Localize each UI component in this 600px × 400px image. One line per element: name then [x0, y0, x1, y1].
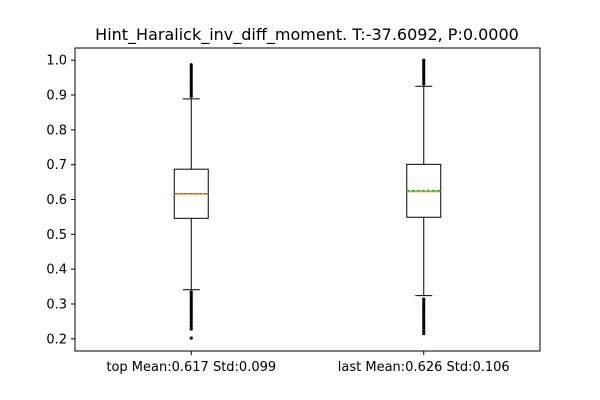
y-tick-label: 0.8: [46, 123, 67, 138]
y-tick-label: 0.5: [46, 228, 67, 243]
outlier-point: [189, 77, 193, 81]
outlier-point: [189, 324, 193, 328]
outlier-point: [189, 82, 193, 86]
outlier-point: [422, 74, 426, 79]
box-2: [406, 58, 442, 336]
outlier-point: [422, 329, 426, 333]
y-axis: 0.2 0.3 0.4 0.5 0.6 0.7 0.8 0.9 1.0: [46, 54, 75, 347]
outlier-point: [189, 319, 193, 323]
x-tick-label: last Mean:0.626 Std:0.106: [338, 360, 510, 375]
box-1: [173, 63, 209, 340]
outlier-point: [189, 297, 193, 302]
outlier-point: [422, 79, 426, 84]
outlier-point: [189, 317, 193, 321]
y-tick-label: 0.7: [46, 158, 67, 173]
outlier-point: [422, 314, 426, 318]
x-tick-label: top Mean:0.617 Std:0.099: [106, 360, 276, 375]
outlier-point: [422, 302, 426, 306]
outlier-point: [189, 63, 193, 67]
y-tick-label: 0.2: [46, 332, 67, 347]
outlier-point: [189, 305, 193, 309]
outlier-point: [189, 302, 193, 306]
x-axis: top Mean:0.617 Std:0.099 last Mean:0.626 …: [106, 351, 510, 375]
outlier-point: [189, 292, 193, 297]
outlier-point: [189, 94, 193, 99]
outlier-point: [189, 322, 193, 326]
outlier-point: [189, 290, 193, 294]
outlier-point: [422, 326, 426, 330]
outlier-point: [189, 72, 193, 77]
outlier-point: [422, 307, 426, 311]
outlier-point: [422, 319, 426, 323]
outlier-point: [422, 317, 426, 321]
outlier-point: [189, 312, 193, 316]
outlier-point: [422, 309, 426, 313]
outlier-point: [422, 321, 426, 326]
outlier-point: [422, 62, 426, 66]
outlier-point: [189, 300, 193, 304]
outlier-point: [422, 58, 426, 62]
outlier-point: [189, 310, 193, 314]
outlier-point: [189, 336, 193, 340]
outlier-point: [189, 327, 193, 331]
outlier-point: [189, 89, 193, 94]
y-tick-label: 0.6: [46, 193, 67, 208]
outlier-point: [422, 331, 426, 336]
outlier-point: [189, 314, 193, 319]
outlier-point: [422, 72, 426, 76]
outlier-point: [422, 82, 426, 86]
outlier-point: [189, 87, 193, 91]
outlier-point: [189, 70, 193, 74]
chart-title: Hint_Haralick_inv_diff_moment. T:-37.609…: [95, 25, 519, 45]
outlier-point: [189, 80, 193, 84]
plot-frame: [74, 47, 541, 352]
y-tick-label: 0.9: [46, 89, 67, 104]
outlier-point: [422, 70, 426, 74]
outlier-point: [422, 312, 426, 316]
outlier-point: [422, 65, 426, 69]
outlier-point: [189, 75, 193, 79]
outlier-point: [422, 299, 426, 304]
outlier-point: [189, 67, 193, 72]
outlier-point: [189, 307, 193, 311]
outlier-point: [189, 65, 193, 69]
y-tick-label: 0.3: [46, 297, 67, 312]
outlier-point: [422, 304, 426, 309]
outlier-point: [189, 92, 193, 96]
box-group: [173, 58, 442, 340]
y-tick-label: 0.4: [46, 263, 67, 278]
outlier-point: [422, 324, 426, 328]
outlier-point: [422, 77, 426, 81]
outlier-point: [189, 85, 193, 89]
y-tick-label: 1.0: [46, 54, 67, 69]
outlier-point: [422, 297, 426, 301]
outlier-point: [422, 67, 426, 71]
outlier-point: [189, 295, 193, 299]
